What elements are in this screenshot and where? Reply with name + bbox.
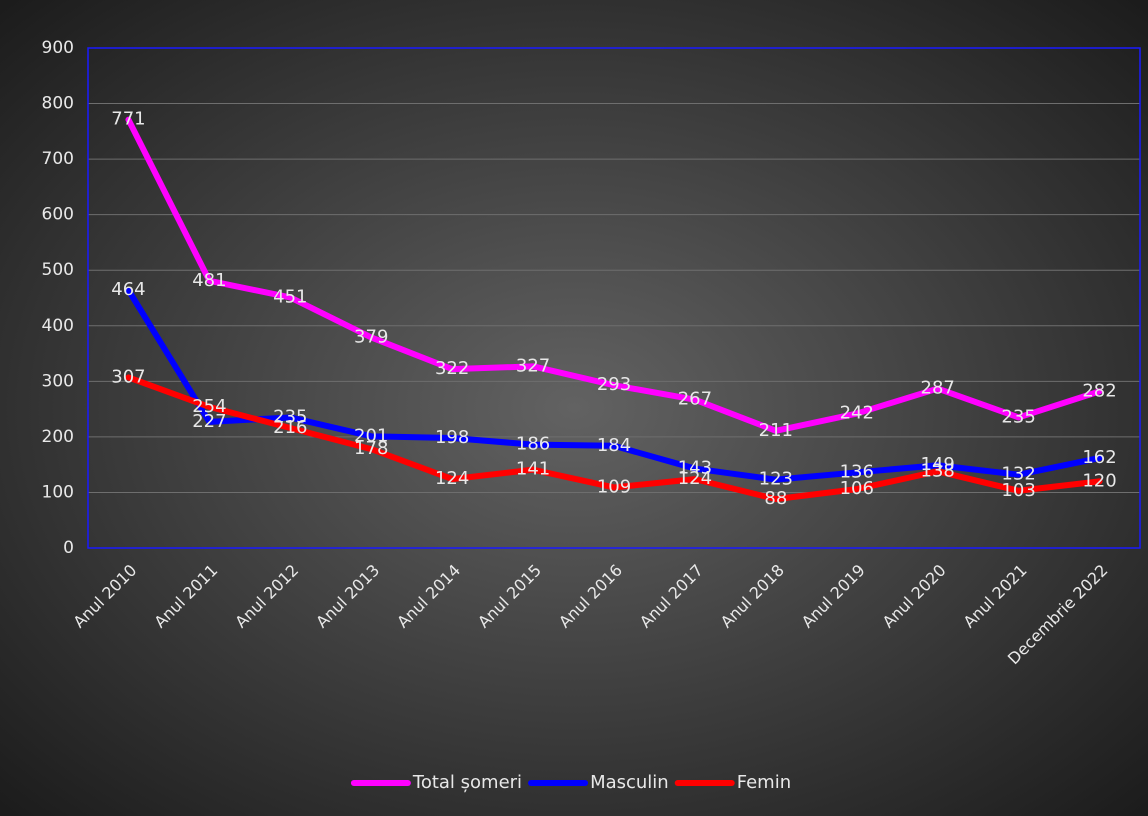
data-label: 242 — [840, 403, 874, 424]
data-label: 201 — [354, 425, 388, 446]
data-label: 307 — [111, 366, 145, 387]
y-tick-label: 800 — [42, 94, 74, 114]
data-label: 287 — [921, 378, 955, 399]
legend-label: Femin — [737, 772, 791, 793]
y-tick-label: 900 — [42, 38, 74, 58]
legend: Total șomeri Masculin Femin — [350, 772, 791, 793]
y-tick-label: 700 — [42, 149, 74, 169]
data-label: 120 — [1082, 470, 1116, 491]
data-label: 132 — [1001, 464, 1035, 485]
data-label: 149 — [921, 454, 955, 475]
data-label: 136 — [840, 461, 874, 482]
data-label: 216 — [273, 417, 307, 438]
y-tick-label: 300 — [42, 371, 74, 391]
y-tick-label: 400 — [42, 316, 74, 336]
data-label: 235 — [273, 406, 307, 427]
data-label: 103 — [1001, 480, 1035, 501]
data-label: 464 — [111, 279, 145, 300]
data-label: 143 — [678, 458, 712, 479]
data-label: 282 — [1082, 380, 1116, 401]
y-tick-label: 0 — [63, 538, 74, 558]
data-label: 124 — [678, 468, 712, 489]
data-label: 211 — [759, 420, 793, 441]
data-label: 186 — [516, 434, 550, 455]
data-label: 162 — [1082, 447, 1116, 468]
plot-border — [87, 47, 1141, 549]
data-label: 198 — [435, 427, 469, 448]
y-tick-label: 600 — [42, 205, 74, 225]
series-line — [125, 374, 1103, 503]
data-label: 123 — [759, 469, 793, 490]
data-label: 109 — [597, 476, 631, 497]
series-line — [125, 116, 1103, 434]
data-label: 293 — [597, 374, 631, 395]
data-label: 379 — [354, 326, 388, 347]
data-label: 771 — [111, 109, 145, 130]
data-label: 267 — [678, 389, 712, 410]
data-label: 322 — [435, 358, 469, 379]
y-tick-label: 500 — [42, 260, 74, 280]
data-label: 481 — [192, 270, 226, 291]
data-label: 178 — [354, 438, 388, 459]
data-label: 451 — [273, 286, 307, 307]
data-label: 141 — [516, 459, 550, 480]
y-tick-label: 100 — [42, 482, 74, 502]
data-label: 138 — [921, 460, 955, 481]
data-label: 184 — [597, 435, 631, 456]
legend-label: Masculin — [590, 772, 669, 793]
legend-label: Total șomeri — [412, 772, 522, 793]
data-label: 327 — [516, 355, 550, 376]
data-label: 124 — [435, 468, 469, 489]
data-label: 235 — [1001, 406, 1035, 427]
data-label: 106 — [840, 478, 874, 499]
series-line — [125, 287, 1103, 483]
data-label: 227 — [192, 411, 226, 432]
y-tick-label: 200 — [42, 427, 74, 447]
data-label: 254 — [192, 396, 226, 417]
data-label: 88 — [764, 488, 787, 509]
